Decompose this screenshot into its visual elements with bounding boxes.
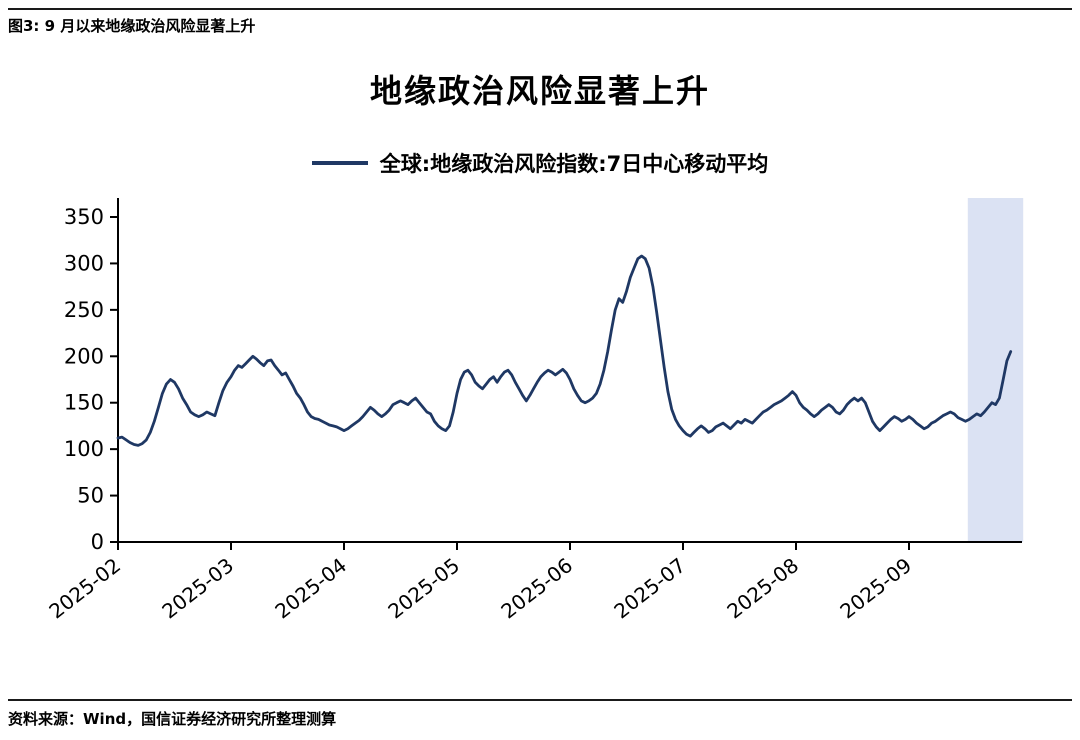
svg-text:200: 200 bbox=[64, 344, 104, 368]
svg-text:0: 0 bbox=[91, 530, 104, 554]
chart-title: 地缘政治风险显著上升 bbox=[369, 72, 710, 110]
svg-text:2025-06: 2025-06 bbox=[496, 553, 577, 623]
legend-label: 全球:地缘政治风险指数:7日中心移动平均 bbox=[379, 152, 769, 176]
svg-text:50: 50 bbox=[77, 484, 104, 508]
svg-text:350: 350 bbox=[64, 205, 104, 229]
svg-text:100: 100 bbox=[64, 437, 104, 461]
svg-text:2025-02: 2025-02 bbox=[44, 553, 125, 623]
source-caption: 资料来源：Wind，国信证券经济研究所整理测算 bbox=[8, 710, 337, 728]
svg-text:2025-08: 2025-08 bbox=[722, 553, 803, 623]
top-divider bbox=[8, 8, 1072, 10]
bottom-divider bbox=[8, 699, 1072, 701]
chart-legend: 全球:地缘政治风险指数:7日中心移动平均 bbox=[0, 148, 1080, 178]
svg-text:2025-04: 2025-04 bbox=[270, 553, 351, 623]
svg-text:2025-09: 2025-09 bbox=[835, 553, 916, 623]
legend-line-swatch bbox=[311, 161, 368, 165]
svg-text:2025-05: 2025-05 bbox=[383, 553, 464, 623]
svg-text:2025-07: 2025-07 bbox=[609, 553, 690, 623]
figure-caption: 图3: 9 月以来地缘政治风险显著上升 bbox=[8, 17, 256, 35]
svg-text:250: 250 bbox=[64, 298, 104, 322]
svg-text:2025-03: 2025-03 bbox=[157, 553, 238, 623]
svg-text:150: 150 bbox=[64, 391, 104, 415]
geopolitical-risk-line-chart: 0 50 100 150 200 250 300 350 2025-02 2025-03 2025-… bbox=[44, 198, 1024, 623]
svg-text:300: 300 bbox=[64, 251, 104, 275]
